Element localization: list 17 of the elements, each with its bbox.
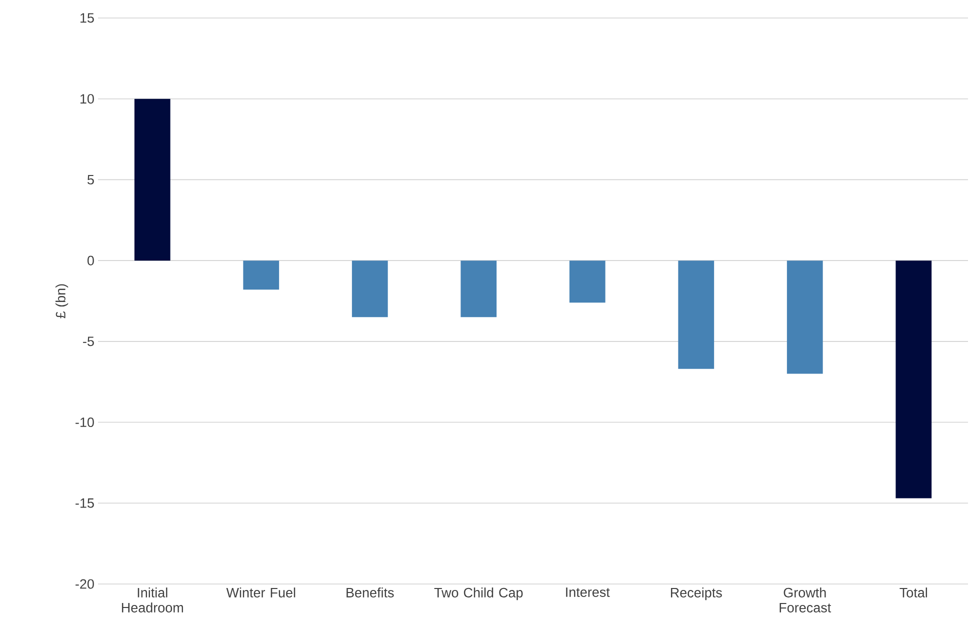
- y-tick-label: 0: [87, 256, 94, 266]
- y-tick-label: -5: [83, 336, 94, 346]
- x-tick-label: Initial Headroom: [122, 588, 183, 612]
- y-tick-label: 5: [87, 175, 94, 184]
- x-tick-label: Receipts: [670, 588, 722, 600]
- x-tick-label: Winter Fuel: [226, 588, 296, 598]
- y-tick-label: 15: [80, 13, 94, 23]
- y-tick-label: -20: [76, 579, 94, 589]
- x-tick-label: Interest: [566, 588, 610, 597]
- y-axis-title: £ (bn): [56, 284, 68, 318]
- x-tick-label: Benefits: [346, 588, 394, 598]
- x-tick-label: Total: [900, 588, 928, 598]
- y-tick-label: -10: [76, 418, 94, 428]
- y-tick-label: -15: [76, 498, 94, 508]
- y-tick-label: 10: [80, 94, 94, 104]
- x-tick-label: Two Child Cap: [434, 588, 523, 600]
- x-tick-label: Growth Forecast: [780, 588, 832, 612]
